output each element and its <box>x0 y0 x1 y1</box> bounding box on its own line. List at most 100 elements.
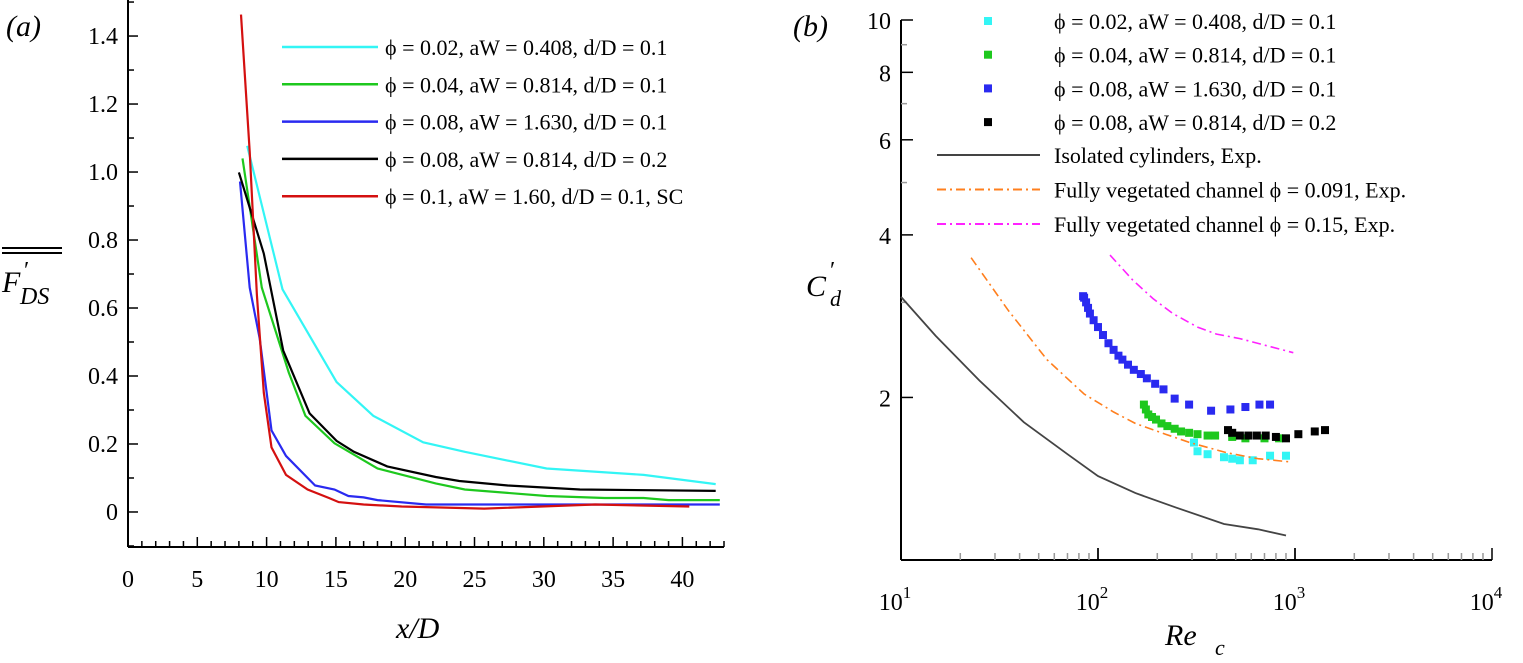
data-point-s1 <box>1248 456 1257 465</box>
data-point-s2 <box>1203 431 1212 440</box>
legend-label-1: ϕ = 0.02, aW = 0.408, d/D = 0.1 <box>385 35 667 60</box>
data-point-s3 <box>1118 355 1127 364</box>
data-point-s2 <box>1139 400 1148 409</box>
data-point-s2 <box>1185 428 1194 437</box>
data-point-s1 <box>1228 454 1237 463</box>
series-line-7 <box>1109 254 1294 354</box>
data-point-s2 <box>1193 430 1202 439</box>
x-tick-label: 30 <box>532 567 556 593</box>
legend-label-3: ϕ = 0.08, aW = 1.630, d/D = 0.1 <box>1054 76 1336 101</box>
legend-label-2: ϕ = 0.04, aW = 0.814, d/D = 0.1 <box>1054 43 1336 68</box>
x-tick-label: 40 <box>670 567 694 593</box>
x-tick-label: 104 <box>1470 583 1503 616</box>
data-point-s1 <box>1203 450 1212 459</box>
data-point-s4 <box>1261 431 1270 440</box>
data-point-s3 <box>1207 406 1216 415</box>
panel-b: (b) Re c C ′ d 2 4 6 8 10 101 102 103 104 ϕ = 0.0… <box>793 9 1503 660</box>
ylabel-sub: DS <box>19 284 49 310</box>
data-point-s2 <box>1148 412 1157 421</box>
x-tick-label: 103 <box>1273 583 1306 616</box>
data-point-s4 <box>1244 431 1253 440</box>
ylabel-prime: ′ <box>24 258 29 284</box>
series-line-2 <box>241 158 720 502</box>
legend-label-1: ϕ = 0.02, aW = 0.408, d/D = 0.1 <box>1054 9 1336 34</box>
y-tick-label: 0.8 <box>88 228 118 254</box>
data-point-s1 <box>1266 451 1275 460</box>
series-line-6 <box>970 257 1290 463</box>
panel-a-label: (a) <box>6 10 41 43</box>
y-tick-label: 1.4 <box>88 24 118 50</box>
data-point-s2 <box>1228 432 1237 441</box>
legend-label-5: ϕ = 0.1, aW = 1.60, d/D = 0.1, SC <box>385 184 683 209</box>
data-point-s2 <box>1141 405 1150 414</box>
legend-label-4: ϕ = 0.08, aW = 0.814, d/D = 0.2 <box>385 147 667 172</box>
y-tick-label: 0 <box>106 500 118 526</box>
data-point-s3 <box>1151 379 1160 388</box>
legend-swatch-2 <box>984 50 992 59</box>
series-line-5 <box>900 296 1287 537</box>
panel-b-label: (b) <box>793 10 828 43</box>
data-point-s1 <box>1281 451 1290 460</box>
legend-label-3: ϕ = 0.08, aW = 1.630, d/D = 0.1 <box>385 110 667 135</box>
x-tick-label: 5 <box>191 567 203 593</box>
legend-label-5: Isolated cylinders, Exp. <box>1054 143 1262 168</box>
series-line-3 <box>238 181 720 506</box>
series-line-4 <box>237 172 716 492</box>
x-tick-label: 101 <box>879 583 912 616</box>
legend-swatch-1 <box>984 17 992 25</box>
x-tick-label: 35 <box>601 567 625 593</box>
data-point-s3 <box>1185 400 1194 409</box>
data-point-s3 <box>1129 365 1138 374</box>
data-point-s3 <box>1241 403 1250 412</box>
x-tick-label: 10 <box>255 567 279 593</box>
series-line-1 <box>246 145 716 486</box>
data-point-s2 <box>1170 424 1179 433</box>
panel-b-ylabel: C ′ d <box>806 258 842 311</box>
x-tick-label: 20 <box>393 567 417 593</box>
y-tick-label: 6 <box>879 129 891 155</box>
data-point-s4 <box>1281 434 1290 443</box>
xlabel-main: Re <box>1164 619 1197 652</box>
y-tick-label: 10 <box>867 9 891 35</box>
y-tick-label: 1.2 <box>88 92 118 118</box>
data-point-s3 <box>1170 394 1179 403</box>
data-point-s1 <box>1193 447 1202 456</box>
xlabel-sub: c <box>1215 635 1225 660</box>
y-tick-label: 2 <box>879 386 891 412</box>
legend-label-2: ϕ = 0.04, aW = 0.814, d/D = 0.1 <box>385 72 667 97</box>
data-point-s4 <box>1321 426 1330 435</box>
data-point-s3 <box>1082 298 1091 307</box>
data-point-s3 <box>1084 303 1093 312</box>
data-point-s3 <box>1226 405 1235 414</box>
x-tick-label: 25 <box>463 567 487 593</box>
ylabel-main: C <box>806 270 827 303</box>
legend-label-7: Fully vegetated channel ϕ = 0.15, Exp. <box>1054 212 1395 237</box>
data-point-s3 <box>1104 339 1113 348</box>
x-tick-label: 0 <box>122 567 134 593</box>
data-point-s1 <box>1219 453 1228 462</box>
legend-label-6: Fully vegetated channel ϕ = 0.091, Exp. <box>1054 178 1406 203</box>
data-point-s4 <box>1271 432 1280 441</box>
data-point-s2 <box>1211 431 1220 440</box>
data-point-s3 <box>1098 331 1107 340</box>
data-point-s3 <box>1255 400 1264 409</box>
x-tick-label: 15 <box>324 567 348 593</box>
x-tick-label: 102 <box>1076 583 1109 616</box>
y-tick-label: 0.4 <box>88 364 118 390</box>
y-tick-label: 0.6 <box>88 296 118 322</box>
panel-a-ylabel: F ′ DS <box>1 247 62 310</box>
ylabel-prime: ′ <box>830 258 835 284</box>
data-point-s4 <box>1252 431 1261 440</box>
y-tick-label: 0.2 <box>88 432 118 458</box>
data-point-s1 <box>1189 438 1198 447</box>
panel-b-xlabel: Re c <box>1164 619 1225 660</box>
data-point-s3 <box>1142 374 1151 383</box>
panel-a: (a) x/D F ′ DS 0 0.2 0.4 0.6 0.8 1.0 1.2 1.4 0 5 1… <box>1 0 725 645</box>
data-point-s3 <box>1266 400 1275 409</box>
data-point-s4 <box>1224 426 1233 435</box>
series-line-5 <box>239 14 690 510</box>
data-point-s4 <box>1228 428 1237 437</box>
data-point-s3 <box>1136 370 1145 379</box>
data-point-s3 <box>1159 385 1168 394</box>
legend-label-4: ϕ = 0.08, aW = 0.814, d/D = 0.2 <box>1054 110 1336 135</box>
